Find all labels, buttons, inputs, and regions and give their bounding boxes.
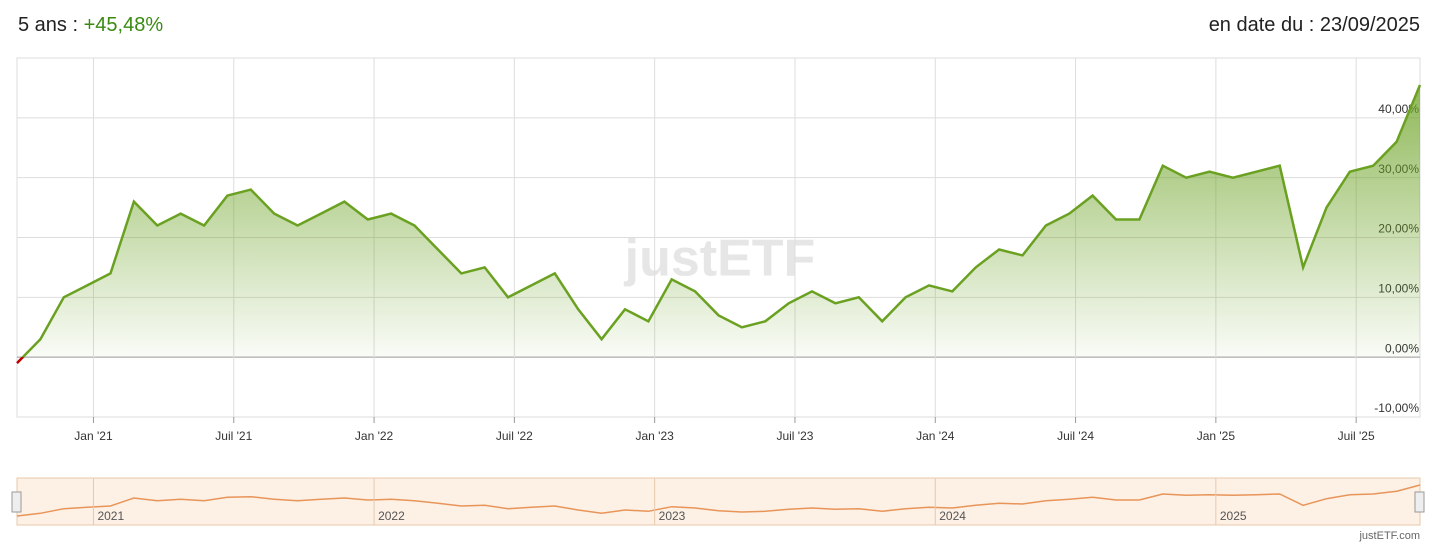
x-tick-label: Jan '21 [74, 429, 113, 443]
navigator-handle[interactable] [11, 491, 22, 513]
x-tick-label: Jan '22 [355, 429, 394, 443]
navigator [16, 477, 1421, 526]
watermark: justETF [624, 230, 816, 288]
navigator-label: 2022 [378, 509, 405, 523]
period: 5 ans : [18, 14, 79, 36]
navigator-handle[interactable] [1414, 491, 1425, 513]
navigator-label: 2024 [939, 509, 966, 523]
area [22, 85, 1420, 358]
x-tick-label: Juil '21 [215, 429, 252, 443]
x-tick-label: Juil '22 [496, 429, 533, 443]
y-tick-label: -10,00% [1374, 401, 1419, 415]
line [21, 84, 1422, 358]
x-tick-label: Jan '25 [1197, 429, 1236, 443]
x-tick-label: Jan '24 [916, 429, 955, 443]
x-tick-label: Jan '23 [635, 429, 674, 443]
navigator-label: 2023 [659, 509, 686, 523]
x-tick-label: Juil '24 [1057, 429, 1094, 443]
date-label: en date du : 23/09/2025 [1208, 14, 1420, 36]
navigator-line [16, 484, 1421, 517]
navigator-label: 2021 [97, 509, 124, 523]
performance: +45,48% [83, 14, 164, 36]
navigator-label: 2025 [1220, 509, 1247, 523]
header: 5 ans : +45,48% [18, 14, 163, 37]
x-tick-label: Juil '23 [776, 429, 813, 443]
credit: justETF.com [1358, 530, 1420, 542]
x-tick-label: Juil '25 [1338, 429, 1375, 443]
